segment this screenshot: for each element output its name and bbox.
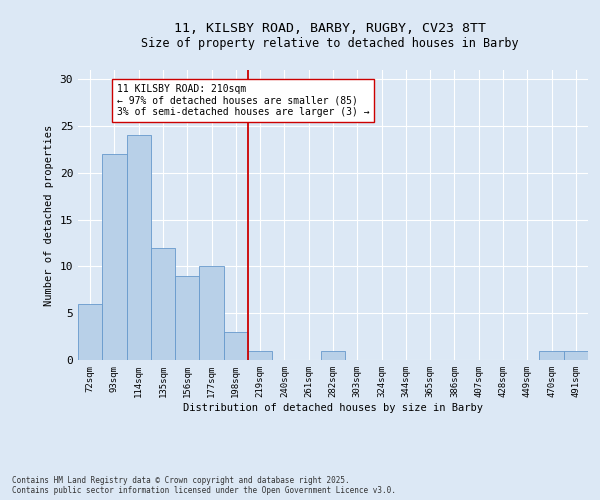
X-axis label: Distribution of detached houses by size in Barby: Distribution of detached houses by size … bbox=[183, 402, 483, 412]
Bar bbox=[199, 266, 224, 360]
Text: 11, KILSBY ROAD, BARBY, RUGBY, CV23 8TT: 11, KILSBY ROAD, BARBY, RUGBY, CV23 8TT bbox=[174, 22, 486, 36]
Text: Size of property relative to detached houses in Barby: Size of property relative to detached ho… bbox=[141, 38, 519, 51]
Bar bbox=[127, 136, 151, 360]
Text: 11 KILSBY ROAD: 210sqm
← 97% of detached houses are smaller (85)
3% of semi-deta: 11 KILSBY ROAD: 210sqm ← 97% of detached… bbox=[117, 84, 370, 117]
Bar bbox=[151, 248, 175, 360]
Bar bbox=[175, 276, 199, 360]
Bar bbox=[224, 332, 248, 360]
Bar bbox=[102, 154, 127, 360]
Bar bbox=[78, 304, 102, 360]
Y-axis label: Number of detached properties: Number of detached properties bbox=[44, 124, 54, 306]
Bar bbox=[539, 350, 564, 360]
Bar bbox=[564, 350, 588, 360]
Text: Contains HM Land Registry data © Crown copyright and database right 2025.
Contai: Contains HM Land Registry data © Crown c… bbox=[12, 476, 396, 495]
Bar bbox=[248, 350, 272, 360]
Bar bbox=[321, 350, 345, 360]
